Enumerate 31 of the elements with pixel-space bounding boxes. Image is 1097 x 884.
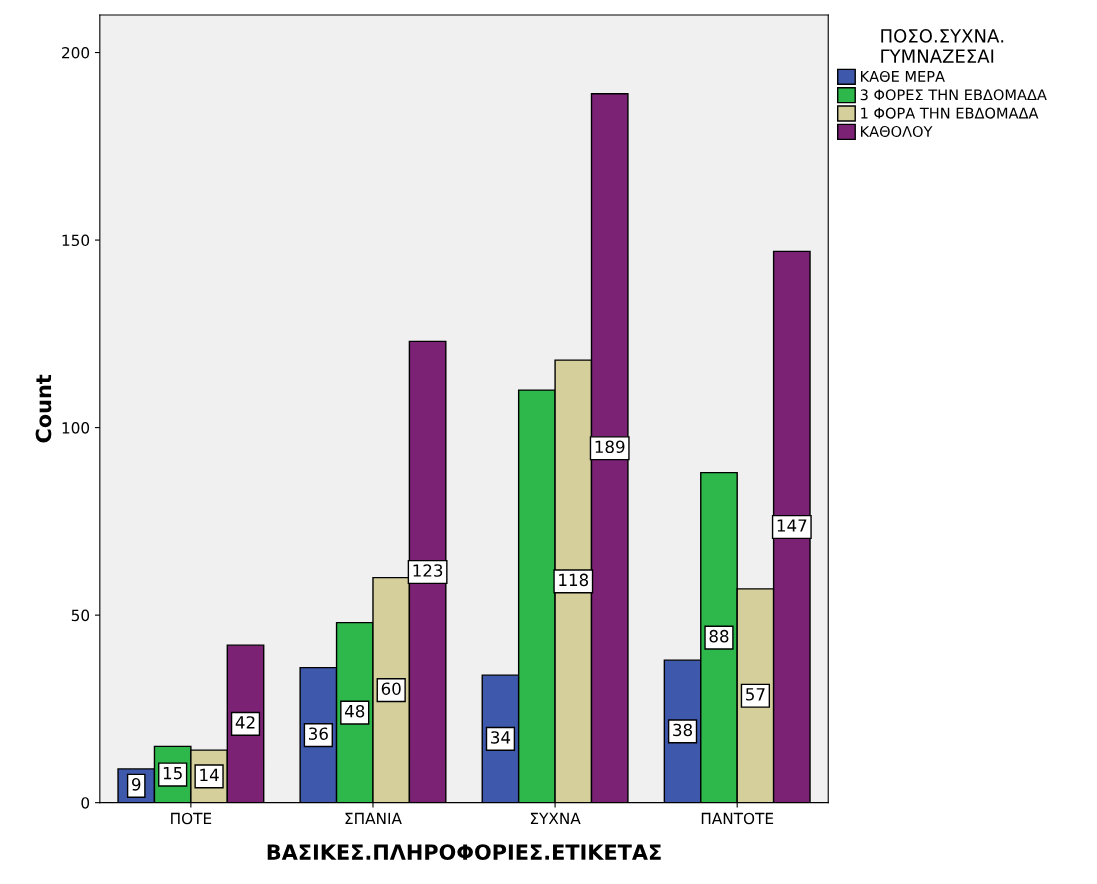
text: 14 bbox=[200, 768, 219, 782]
text: 57 bbox=[746, 688, 765, 701]
text: 42 bbox=[235, 716, 255, 729]
legend-label: 1 ΦΟΡΑ ΤΗΝ ΕΒΔΟΜΑΔΑ bbox=[861, 107, 1039, 119]
text: 147 bbox=[777, 519, 807, 532]
legend-label: ΚΑΘΟΛΟΥ bbox=[861, 125, 933, 137]
legend-label: 3 ΦΟΡΕΣ ΤΗΝ ΕΒΔΟΜΑΔΑ bbox=[860, 89, 1047, 101]
x-tick-label: ΠΑΝΤΟΤΕ bbox=[701, 812, 774, 825]
y-tick-label: 150 bbox=[62, 234, 90, 247]
text: 60 bbox=[381, 682, 401, 695]
x-tick-label: ΠΟΤΕ bbox=[171, 812, 212, 825]
text: 38 bbox=[673, 723, 693, 737]
text: 118 bbox=[559, 573, 589, 587]
y-tick-label: 0 bbox=[81, 797, 90, 809]
text: 9 bbox=[131, 778, 141, 791]
x-tick-label: ΣΠΑΝΙΑ bbox=[345, 812, 402, 824]
text: 15 bbox=[163, 766, 182, 780]
text: 189 bbox=[595, 440, 625, 454]
y-tick-label: 200 bbox=[62, 47, 90, 59]
text: 34 bbox=[491, 731, 511, 744]
text: 48 bbox=[344, 704, 365, 718]
legend-label: ΚΑΘΕ ΜΕΡΑ bbox=[861, 70, 945, 82]
y-axis-title: Count bbox=[35, 374, 52, 443]
y-tick-label: 50 bbox=[71, 609, 90, 622]
x-tick-label: ΣΥΧΝΑ bbox=[530, 812, 581, 824]
x-axis-title: ΒΑΣΙΚΕΣ.ΠΛΗΡΟΦΟΡΙΕΣ.ΕΤΙΚΕΤΑΣ bbox=[267, 844, 661, 860]
text: 123 bbox=[413, 564, 443, 577]
text: 88 bbox=[709, 629, 729, 643]
y-tick-label: 100 bbox=[62, 422, 90, 434]
legend-title: ΠΟΣΟ.ΣΥΧΝΑ. ΓΥΜΝΑΖΕΣΑΙ bbox=[881, 29, 1004, 63]
text: 36 bbox=[309, 727, 328, 740]
